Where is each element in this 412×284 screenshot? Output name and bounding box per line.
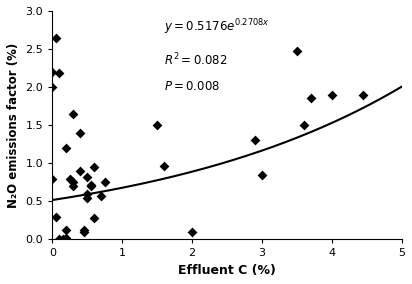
Point: [189, 229, 195, 234]
Point: [91, 165, 98, 169]
Point: [84, 191, 91, 196]
Point: [80, 229, 87, 234]
Point: [84, 175, 91, 179]
Point: [360, 93, 366, 97]
Text: $y = 0.5176e^{0.2708x}$: $y = 0.5176e^{0.2708x}$: [164, 18, 270, 37]
Point: [154, 123, 160, 128]
Point: [252, 138, 258, 143]
Point: [80, 227, 87, 232]
Point: [259, 172, 265, 177]
Point: [70, 180, 77, 185]
Point: [77, 169, 84, 173]
Point: [328, 93, 335, 97]
Point: [70, 184, 77, 188]
Point: [101, 180, 108, 185]
Point: [307, 95, 314, 100]
Point: [84, 195, 91, 200]
Point: [87, 182, 94, 187]
Point: [293, 48, 300, 53]
Text: $R^{2}$$ = 0.082$: $R^{2}$$ = 0.082$: [164, 52, 227, 69]
Y-axis label: N₂O emissions factor (%): N₂O emissions factor (%): [7, 43, 20, 208]
Point: [300, 123, 307, 128]
Point: [56, 71, 63, 76]
X-axis label: Effluent C (%): Effluent C (%): [178, 264, 276, 277]
Point: [49, 70, 56, 74]
Point: [98, 194, 105, 198]
Point: [77, 131, 84, 135]
Point: [70, 112, 77, 116]
Text: $P$$ = 0.008$: $P$$ = 0.008$: [164, 80, 220, 93]
Point: [59, 237, 66, 242]
Point: [49, 85, 56, 89]
Point: [161, 163, 167, 168]
Point: [52, 35, 59, 40]
Point: [63, 236, 70, 240]
Point: [63, 228, 70, 233]
Point: [87, 184, 94, 188]
Point: [66, 176, 73, 181]
Point: [56, 237, 63, 241]
Point: [63, 146, 70, 150]
Point: [52, 214, 59, 219]
Point: [91, 216, 98, 220]
Point: [49, 176, 56, 181]
